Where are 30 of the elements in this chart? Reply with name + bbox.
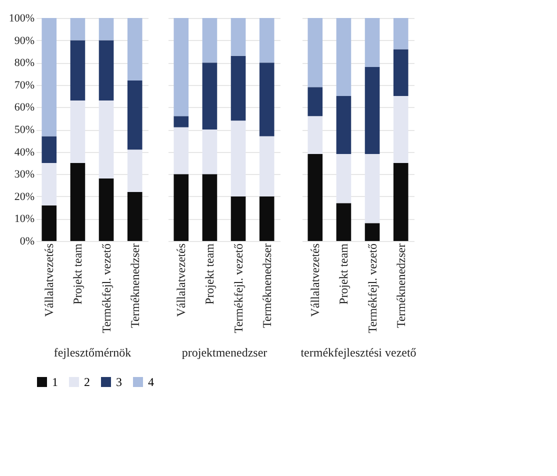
- y-tick-label: 90%: [14, 34, 34, 47]
- legend-label: 1: [52, 375, 58, 389]
- y-tick-label: 70%: [14, 79, 34, 92]
- y-tick-label: 10%: [14, 213, 34, 226]
- x-tick-label: Vállalatvezetés: [174, 243, 188, 317]
- y-tick-label: 0%: [20, 236, 34, 248]
- x-tick-label: Termékfejl. vezető: [231, 244, 246, 334]
- x-tick-label: Vállalatvezetés: [308, 243, 322, 317]
- y-tick-label: 50%: [14, 124, 34, 136]
- x-tick-label: Vállalatvezetés: [42, 243, 56, 317]
- text: projektmenedzser: [182, 345, 268, 360]
- x-tick-label: Terméknenedzser: [260, 244, 274, 328]
- y-tick-label: 40%: [14, 146, 34, 158]
- legend-label: 4: [148, 375, 154, 389]
- y-tick-label: 30%: [14, 168, 34, 181]
- text: termékfejlesztési vezető: [300, 345, 416, 360]
- y-tick-label: 60%: [14, 102, 34, 114]
- x-tick-label: Projekt team: [202, 242, 217, 304]
- x-tick-label: Termékfejl. vezető: [99, 244, 114, 334]
- y-tick-label: 20%: [14, 190, 34, 203]
- y-tick-label: 100%: [8, 12, 34, 24]
- y-tick-label: 80%: [14, 57, 34, 70]
- x-tick-label: Projekt team: [70, 242, 85, 304]
- x-tick-label: Projekt team: [336, 242, 351, 304]
- x-tick-label: Termékfejl. vezető: [365, 244, 380, 334]
- legend-label: 2: [84, 375, 90, 389]
- x-tick-label: Terméknenedzser: [394, 244, 408, 328]
- legend-label: 3: [116, 375, 122, 389]
- text: fejlesztőmérnök: [54, 345, 132, 360]
- x-tick-label: Terméknenedzser: [128, 244, 142, 328]
